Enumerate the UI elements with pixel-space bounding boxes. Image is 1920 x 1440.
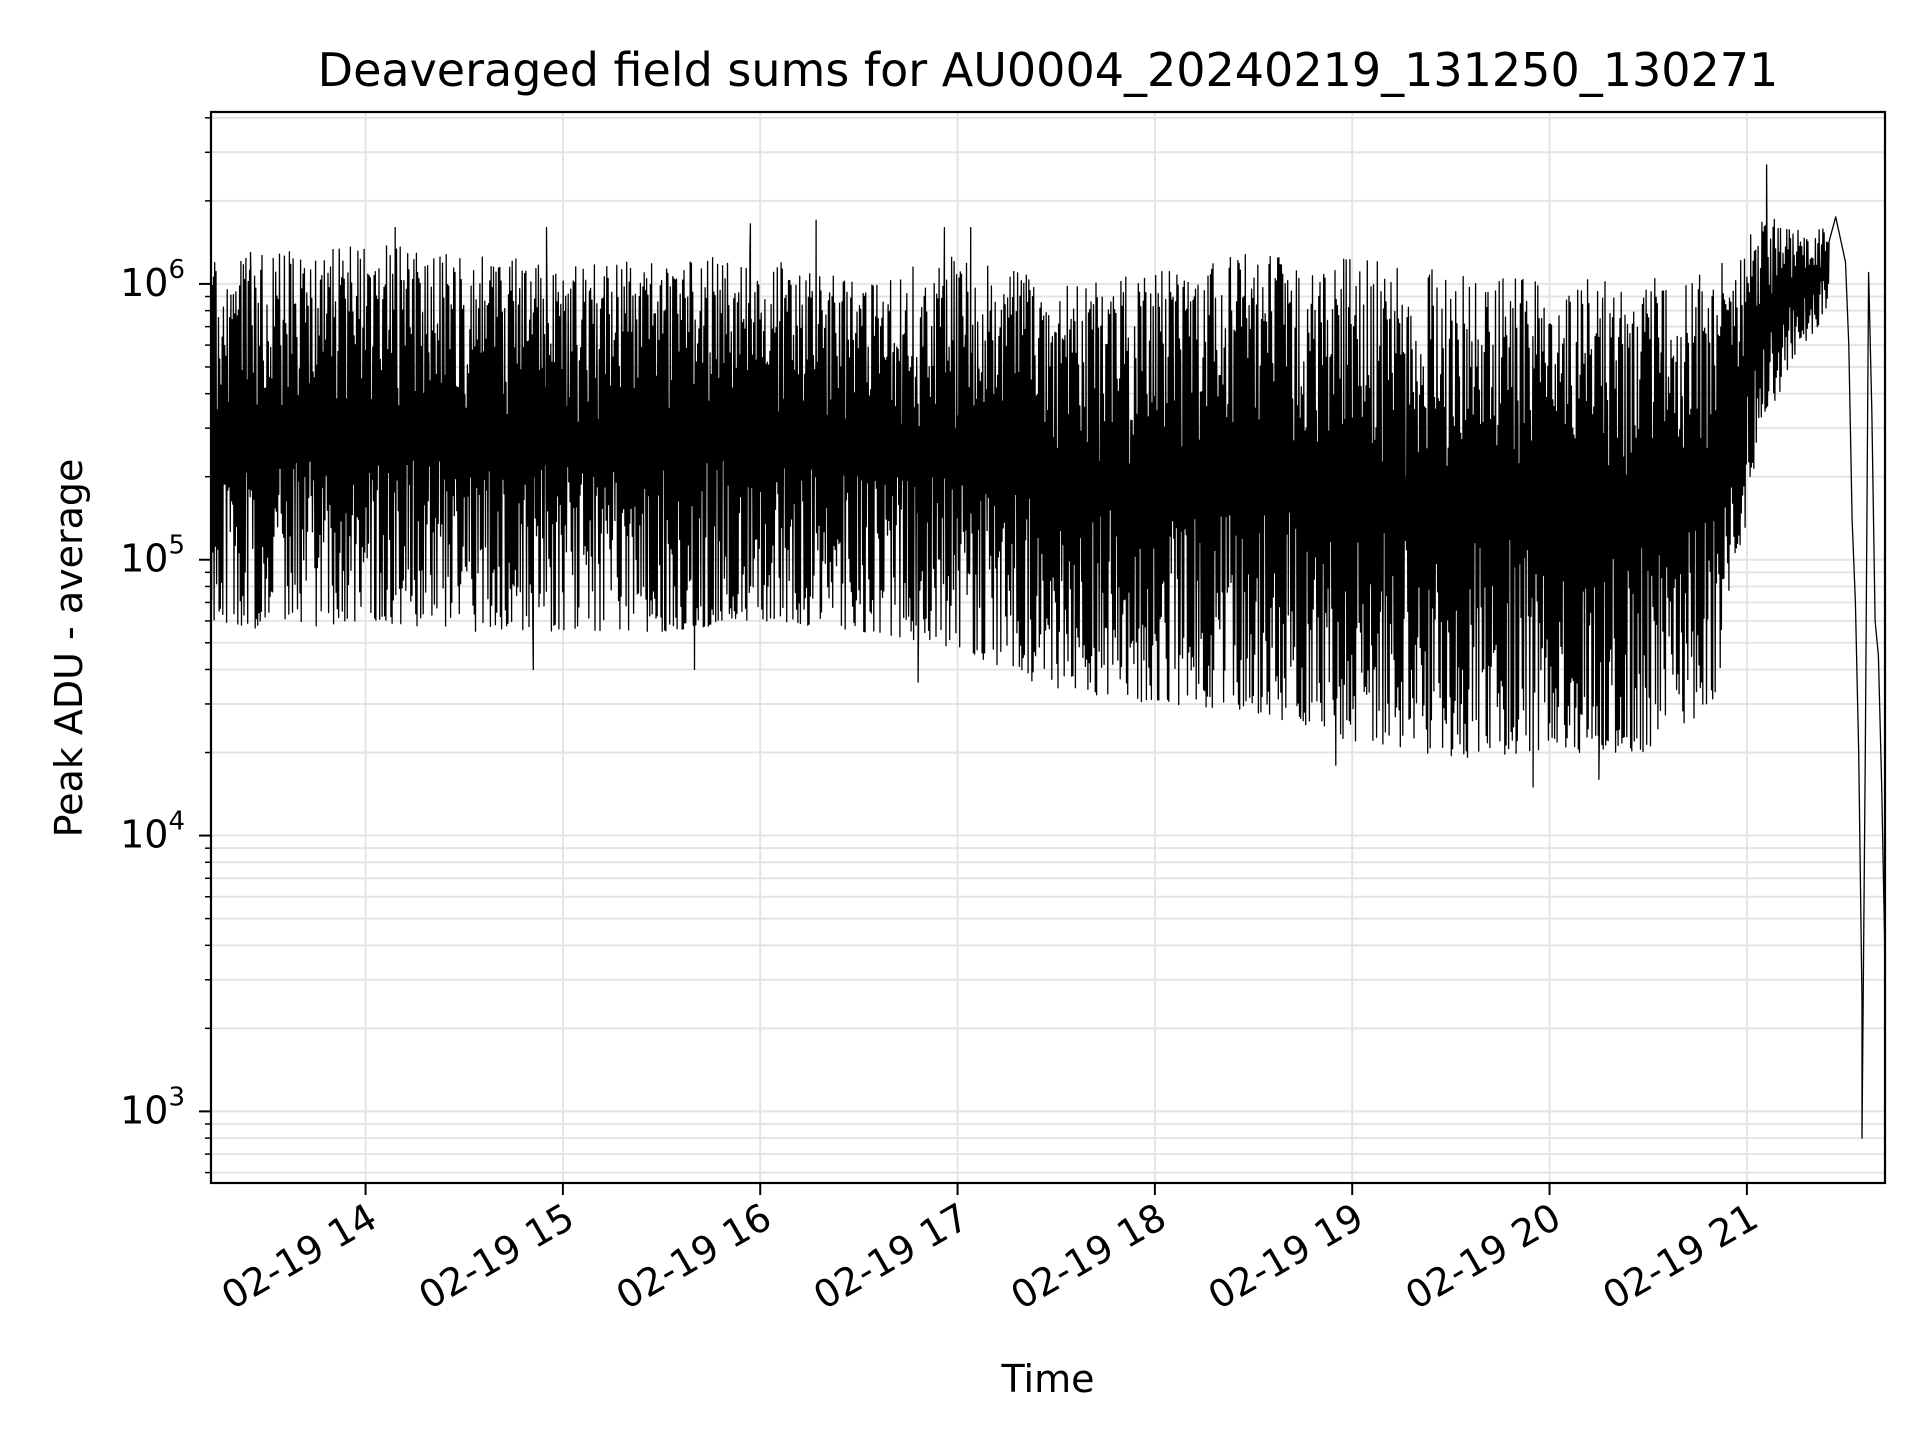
y-tick-exponent: 3 — [168, 1082, 185, 1112]
y-tick-label: 104 — [120, 807, 185, 857]
x-tick-label: 02-19 16 — [609, 1195, 779, 1319]
chart-title: Deaveraged field sums for AU0004_2024021… — [318, 43, 1779, 97]
x-tick-label: 02-19 19 — [1201, 1195, 1371, 1319]
x-tick-label: 02-19 15 — [411, 1195, 581, 1319]
y-tick-exponent: 5 — [168, 531, 185, 561]
y-tick-exponent: 6 — [168, 255, 185, 285]
y-tick-label: 106 — [120, 255, 185, 305]
y-tick-base: 10 — [120, 537, 168, 581]
y-tick-label: 103 — [120, 1082, 185, 1132]
x-tick-label: 02-19 20 — [1398, 1195, 1568, 1319]
y-tick-base: 10 — [120, 1088, 168, 1132]
axes-frame — [209, 110, 1887, 1185]
x-axis: 02-19 14 02-19 15 02-19 16 02-19 17 02-19 18… — [214, 1183, 1765, 1318]
y-tick-base: 10 — [120, 261, 168, 305]
y-tick-label: 105 — [120, 531, 185, 581]
series-line — [210, 164, 1886, 1139]
x-tick-label: 02-19 21 — [1595, 1195, 1765, 1319]
x-tick-label: 02-19 17 — [806, 1195, 976, 1319]
x-tick-label: 02-19 18 — [1003, 1195, 1173, 1319]
plot-area — [210, 164, 1886, 1139]
y-axis-label: Peak ADU - average — [47, 459, 91, 838]
x-tick-label: 02-19 14 — [214, 1195, 384, 1319]
x-axis-label: Time — [1001, 1357, 1095, 1401]
y-tick-exponent: 4 — [168, 807, 185, 837]
y-tick-base: 10 — [120, 813, 168, 857]
